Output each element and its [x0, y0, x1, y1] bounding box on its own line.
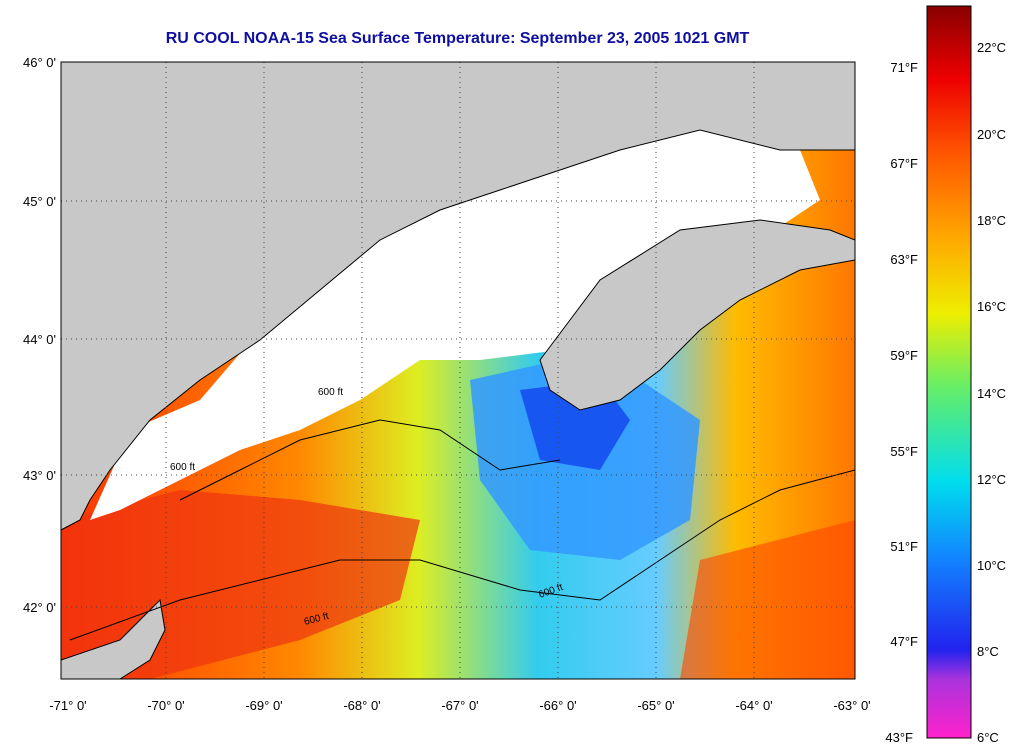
lon-tick-label: -71° 0' — [49, 698, 86, 713]
land-mainland — [61, 62, 855, 531]
lat-tick-label: 42° 0' — [23, 600, 56, 615]
celsius-label: 22°C — [977, 40, 1006, 55]
fahrenheit-label: 59°F — [890, 348, 918, 363]
lon-tick-label: -66° 0' — [539, 698, 576, 713]
lat-tick-label: 43° 0' — [23, 468, 56, 483]
celsius-label: 14°C — [977, 386, 1006, 401]
fahrenheit-label: 63°F — [890, 252, 918, 267]
lon-tick-label: -67° 0' — [441, 698, 478, 713]
fahrenheit-label: 51°F — [890, 539, 918, 554]
fahrenheit-label: 71°F — [890, 60, 918, 75]
lon-tick-label: -65° 0' — [637, 698, 674, 713]
lon-tick-label: -64° 0' — [735, 698, 772, 713]
lat-tick-label: 44° 0' — [23, 332, 56, 347]
celsius-label: 18°C — [977, 213, 1006, 228]
celsius-label: 6°C — [977, 730, 999, 745]
land-cape-cod — [61, 598, 166, 679]
lon-tick-label: -68° 0' — [343, 698, 380, 713]
contour-label: 600 ft — [170, 462, 195, 473]
depth-contour-600ft-north — [179, 419, 561, 501]
colorbar — [926, 5, 972, 739]
map-frame — [60, 61, 856, 680]
lon-tick-label: -69° 0' — [245, 698, 282, 713]
depth-contour-600ft — [69, 469, 855, 641]
lat-tick-label: 45° 0' — [23, 194, 56, 209]
lat-tick-label: 46° 0' — [23, 55, 56, 70]
fahrenheit-label: 47°F — [890, 634, 918, 649]
map-title: RU COOL NOAA-15 Sea Surface Temperature:… — [165, 30, 750, 47]
lon-tick-label: -70° 0' — [147, 698, 184, 713]
fahrenheit-label: 55°F — [890, 444, 918, 459]
fahrenheit-label: 43°F — [885, 730, 913, 745]
cloud-cover — [90, 120, 820, 520]
celsius-label: 8°C — [977, 644, 999, 659]
celsius-label: 20°C — [977, 127, 1006, 142]
fahrenheit-label: 67°F — [890, 156, 918, 171]
contour-label: 600 ft — [318, 387, 343, 398]
lon-tick-label: -63° 0' — [833, 698, 870, 713]
celsius-label: 16°C — [977, 299, 1006, 314]
celsius-label: 10°C — [977, 558, 1006, 573]
celsius-label: 12°C — [977, 472, 1006, 487]
warm-water-east — [680, 520, 855, 679]
land-nova-scotia — [539, 219, 855, 411]
